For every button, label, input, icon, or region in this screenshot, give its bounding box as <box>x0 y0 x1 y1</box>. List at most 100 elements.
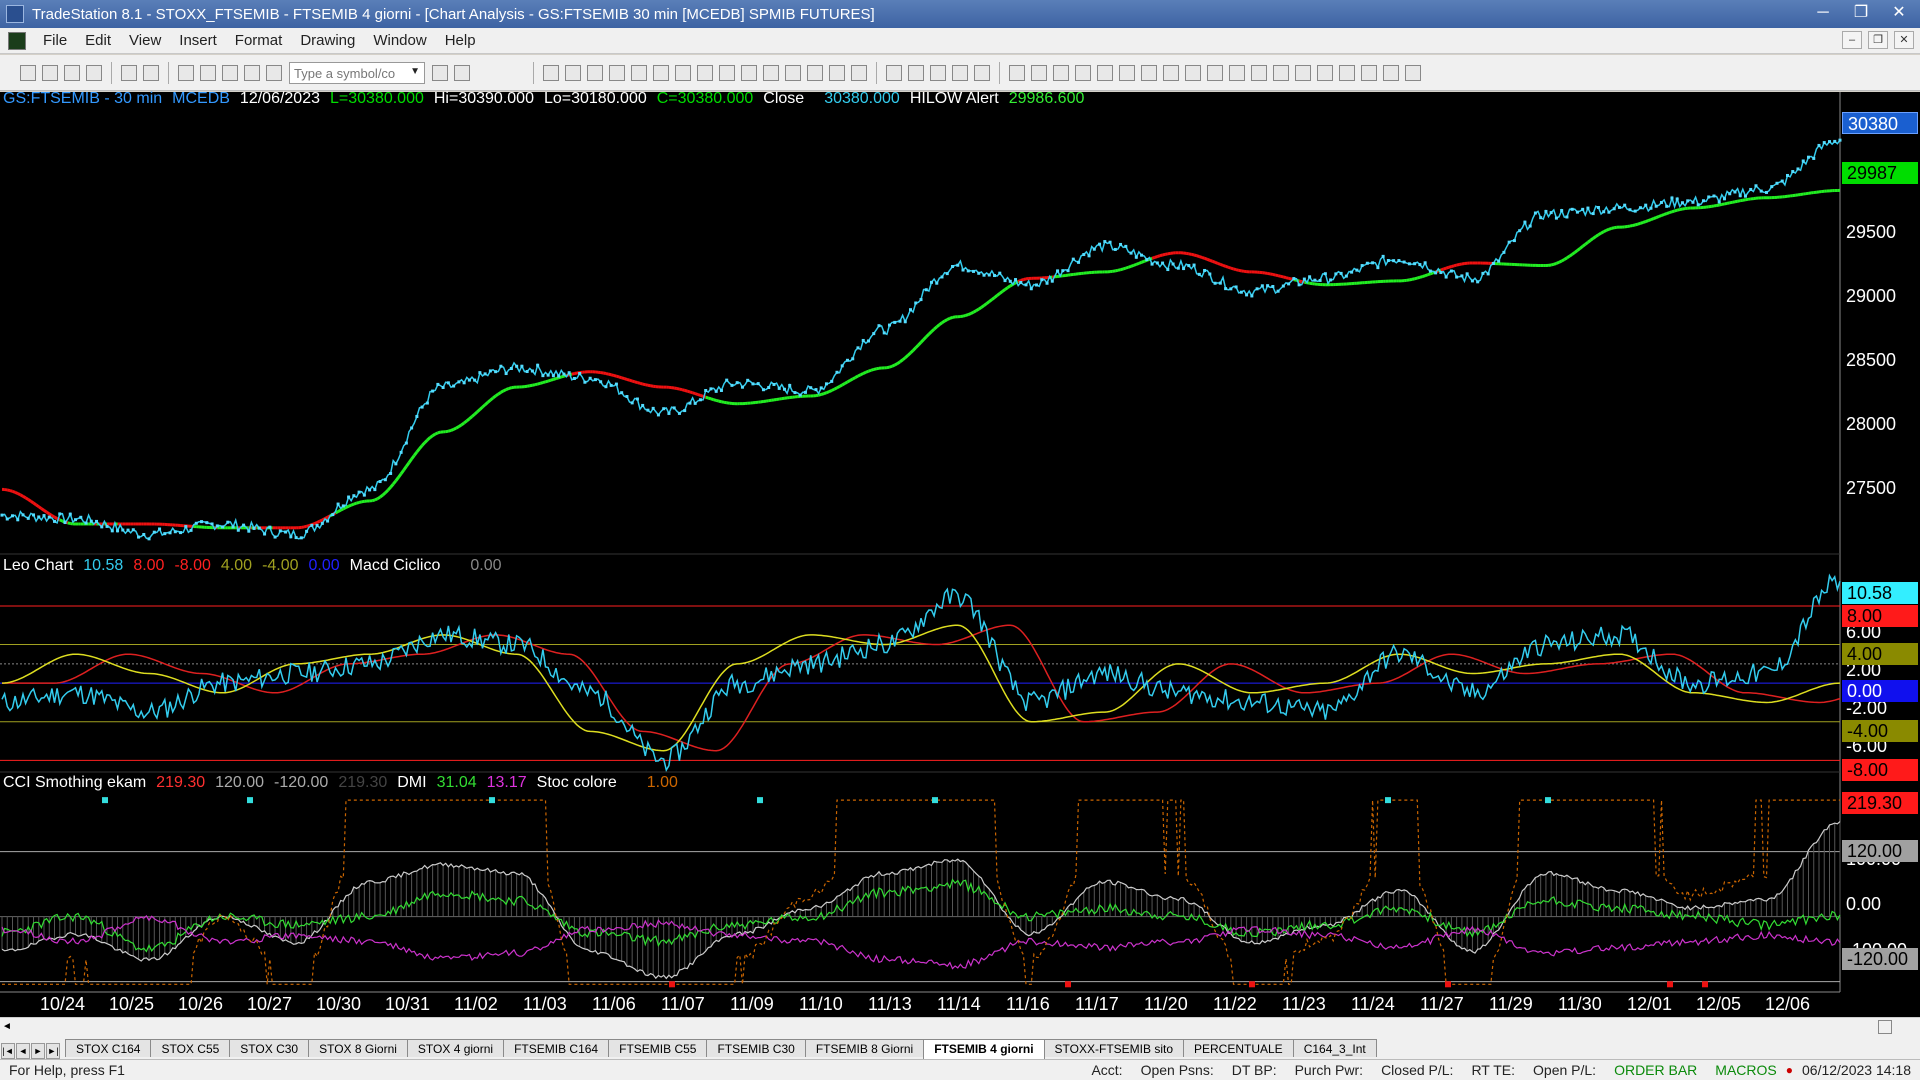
window-link-icon[interactable] <box>200 64 216 81</box>
menu-insert[interactable]: Insert <box>179 32 217 49</box>
hilow-alert-segment <box>886 365 890 370</box>
bar-type-icon[interactable] <box>719 64 735 81</box>
mdi-restore-button[interactable]: ❐ <box>1868 31 1888 49</box>
macro-icon[interactable] <box>266 64 282 81</box>
menu-format[interactable]: Format <box>234 32 283 49</box>
scroll-left-icon[interactable]: ◄ <box>2 1021 12 1032</box>
tab-last-icon[interactable]: ►| <box>46 1043 60 1059</box>
format-data-icon[interactable] <box>587 64 603 81</box>
menu-window[interactable]: Window <box>373 32 427 49</box>
horizontal-scrollbar[interactable]: ◄ <box>0 1017 1920 1037</box>
horizontal-arrow-icon[interactable] <box>1229 64 1245 81</box>
regression-icon[interactable] <box>1141 64 1157 81</box>
chart-canvas[interactable] <box>0 92 1920 1017</box>
andrews-pitchfork-icon[interactable] <box>1185 64 1201 81</box>
menu-file[interactable]: File <box>43 32 68 49</box>
zoom-out-icon[interactable] <box>851 64 867 81</box>
symbol-lookup-icon[interactable] <box>454 64 470 81</box>
new-workspace-icon[interactable] <box>64 64 80 81</box>
indicator-icon[interactable] <box>631 64 647 81</box>
up-arrow-icon[interactable] <box>1339 64 1355 81</box>
free-line-icon[interactable] <box>1295 64 1311 81</box>
strategy-icon[interactable] <box>653 64 669 81</box>
tools-icon[interactable] <box>244 64 260 81</box>
symbol-input[interactable]: Type a symbol/co ▼ <box>289 61 425 84</box>
go-arrow-icon[interactable] <box>432 64 448 81</box>
time-cycle-icon[interactable] <box>1273 64 1289 81</box>
tab-stox-c55[interactable]: STOX C55 <box>150 1039 231 1057</box>
down-arrow-icon[interactable] <box>1317 64 1333 81</box>
menu-help[interactable]: Help <box>444 32 476 49</box>
print-preview-icon[interactable] <box>121 64 137 81</box>
hilow-alert-segment <box>1721 202 1725 206</box>
trendline-icon[interactable] <box>1009 64 1025 81</box>
zoom-in-icon[interactable] <box>829 64 845 81</box>
tab-stox-c30[interactable]: STOX C30 <box>229 1039 310 1057</box>
open-icon[interactable] <box>42 64 58 81</box>
tab-ftsemib-8-giorni[interactable]: FTSEMIB 8 Giorni <box>804 1039 925 1057</box>
text-icon[interactable] <box>1405 64 1421 81</box>
tab-stoxx-ftsemib-sito[interactable]: STOXX-FTSEMIB sito <box>1043 1039 1184 1057</box>
print-icon[interactable] <box>143 64 159 81</box>
horizontal-lines-icon[interactable] <box>1053 64 1069 81</box>
close-button[interactable]: ✕ <box>1892 4 1906 21</box>
chart-style-icon[interactable] <box>543 64 559 81</box>
candle-icon[interactable] <box>741 64 757 81</box>
tab-ftsemib-c164[interactable]: FTSEMIB C164 <box>503 1039 610 1057</box>
insert-bar-icon[interactable] <box>785 64 801 81</box>
tab-c164-3-int[interactable]: C164_3_Int <box>1292 1039 1377 1057</box>
mdi-minimize-button[interactable]: – <box>1842 31 1862 49</box>
data-window-icon[interactable] <box>952 64 968 81</box>
compress-icon[interactable] <box>807 64 823 81</box>
menu-drawing[interactable]: Drawing <box>300 32 356 49</box>
gann-fan-icon[interactable] <box>1097 64 1113 81</box>
close-price-point <box>557 374 561 378</box>
vertical-lines-icon[interactable] <box>1031 64 1047 81</box>
close-price-point <box>945 272 949 276</box>
tab-stox-c164[interactable]: STOX C164 <box>65 1039 152 1057</box>
tab-ftsemib-c55[interactable]: FTSEMIB C55 <box>608 1039 708 1057</box>
speed-lines-icon[interactable] <box>1119 64 1135 81</box>
tab-stox-4-giorni[interactable]: STOX 4 giorni <box>406 1039 505 1057</box>
chart-analysis-window[interactable]: GS:FTSEMIB - 30 min MCEDB 12/06/2023 L=3… <box>0 90 1920 1017</box>
scan-icon[interactable] <box>697 64 713 81</box>
macros-button[interactable]: MACROS <box>1715 1062 1777 1078</box>
window-icon[interactable] <box>178 64 194 81</box>
menu-edit[interactable]: Edit <box>85 32 112 49</box>
tab-percentuale[interactable]: PERCENTUALE <box>1183 1039 1294 1057</box>
crosshair-icon[interactable] <box>908 64 924 81</box>
close-price-point <box>1371 261 1375 265</box>
tab-stox-8-giorni[interactable]: STOX 8 Giorni <box>308 1039 408 1057</box>
tab-ftsemib-c30[interactable]: FTSEMIB C30 <box>706 1039 806 1057</box>
close-price-point <box>1134 255 1138 259</box>
ellipse-icon[interactable] <box>1361 64 1377 81</box>
arc-icon[interactable] <box>1251 64 1267 81</box>
chevron-down-icon[interactable]: ▼ <box>410 65 420 77</box>
pointer-icon[interactable] <box>886 64 902 81</box>
refresh-icon[interactable] <box>675 64 691 81</box>
minimize-button[interactable]: ─ <box>1817 4 1829 21</box>
line-on-close-icon[interactable] <box>763 64 779 81</box>
parallel-lines-icon[interactable] <box>1207 64 1223 81</box>
chart-window-icon[interactable] <box>8 31 26 50</box>
rectangle-icon[interactable] <box>1383 64 1399 81</box>
tab-first-icon[interactable]: |◄ <box>1 1043 15 1059</box>
save-icon[interactable] <box>86 64 102 81</box>
format-window-icon[interactable] <box>609 64 625 81</box>
tab-ftsemib-4-giorni[interactable]: FTSEMIB 4 giorni <box>923 1039 1045 1059</box>
new-icon[interactable] <box>20 64 36 81</box>
hand-icon[interactable] <box>930 64 946 81</box>
tab-next-icon[interactable]: ► <box>31 1043 45 1059</box>
tab-prev-icon[interactable]: ◄ <box>16 1043 30 1059</box>
channel-icon[interactable] <box>1163 64 1179 81</box>
menu-view[interactable]: View <box>129 32 162 49</box>
mdi-close-button[interactable]: ✕ <box>1894 31 1914 49</box>
order-bar-button[interactable]: ORDER BAR <box>1614 1062 1698 1078</box>
snap-icon[interactable] <box>974 64 990 81</box>
hilow-alert-segment <box>684 388 688 393</box>
fibonacci-icon[interactable] <box>1075 64 1091 81</box>
lock-icon[interactable] <box>222 64 238 81</box>
chart-bars-icon[interactable] <box>565 64 581 81</box>
maximize-button[interactable]: ❐ <box>1853 4 1869 21</box>
scroll-thumb[interactable] <box>1878 1020 1892 1034</box>
